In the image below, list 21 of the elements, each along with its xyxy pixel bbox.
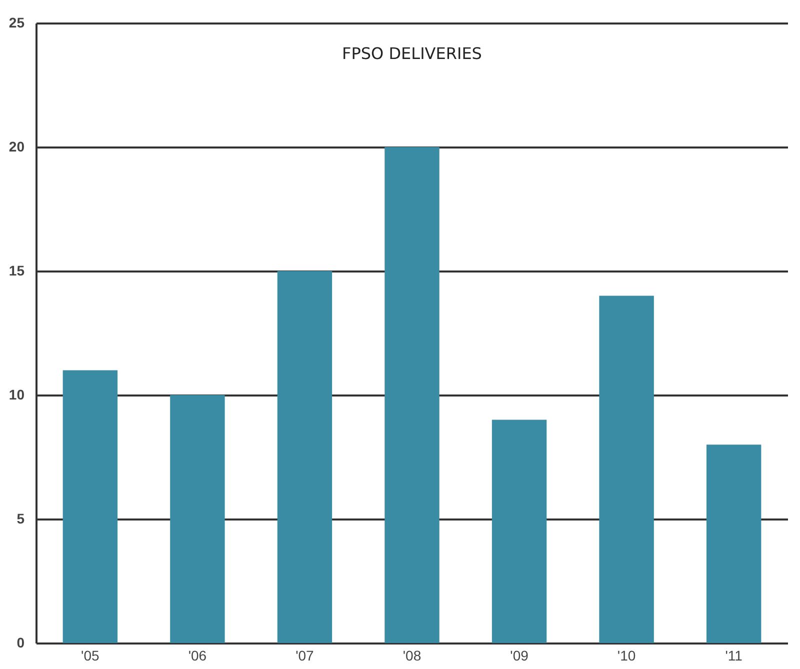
text: FPSO DELIVERIES	[342, 44, 482, 63]
bar	[62, 370, 118, 643]
y-tick-label: 20	[8, 138, 25, 154]
y-tick-label: 10	[8, 386, 25, 402]
bar	[599, 296, 654, 643]
bar	[706, 444, 762, 643]
y-tick-label: 25	[8, 14, 25, 30]
bar	[170, 395, 225, 643]
y-tick-label: 15	[8, 262, 25, 278]
x-tick-label: '09	[510, 648, 529, 664]
bar	[277, 271, 332, 643]
x-tick-label: '07	[296, 648, 314, 664]
bar	[492, 420, 547, 643]
x-tick-label: '11	[725, 648, 743, 664]
x-tick-label: '10	[617, 648, 636, 664]
x-tick-label: '06	[188, 648, 207, 664]
y-tick-label: 5	[16, 510, 25, 526]
bar	[384, 147, 440, 643]
x-tick-label: '05	[81, 648, 100, 664]
y-tick-label: 0	[16, 634, 25, 650]
x-tick-label: '08	[402, 648, 422, 664]
